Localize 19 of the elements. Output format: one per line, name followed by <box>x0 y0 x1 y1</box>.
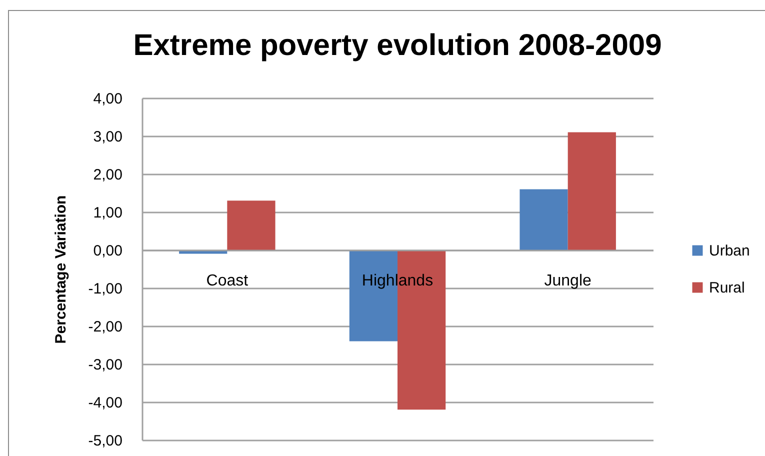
y-tick-label: -3,00 <box>88 356 122 374</box>
chart-title: Extreme poverty evolution 2008-2009 <box>133 29 662 62</box>
y-tick-label: 3,00 <box>93 128 122 146</box>
bar <box>227 200 276 250</box>
legend-label: Rural <box>709 280 745 296</box>
y-tick-label: 2,00 <box>93 166 122 184</box>
y-tick-label: 0,00 <box>93 242 122 260</box>
y-tick-label: -5,00 <box>88 432 122 450</box>
y-tick-label: -2,00 <box>88 318 122 336</box>
bar <box>568 132 616 250</box>
y-axis-title: Percentage Variation <box>52 195 70 344</box>
x-tick-label: Jungle <box>544 272 592 290</box>
y-tick-label: 1,00 <box>93 204 122 222</box>
y-tick-label: -4,00 <box>88 394 122 412</box>
legend-label: Urban <box>709 242 750 260</box>
y-tick-label: -1,00 <box>88 280 122 298</box>
x-tick-label: Coast <box>206 272 249 290</box>
bar <box>520 189 568 250</box>
y-tick-label: 4,00 <box>93 90 122 108</box>
